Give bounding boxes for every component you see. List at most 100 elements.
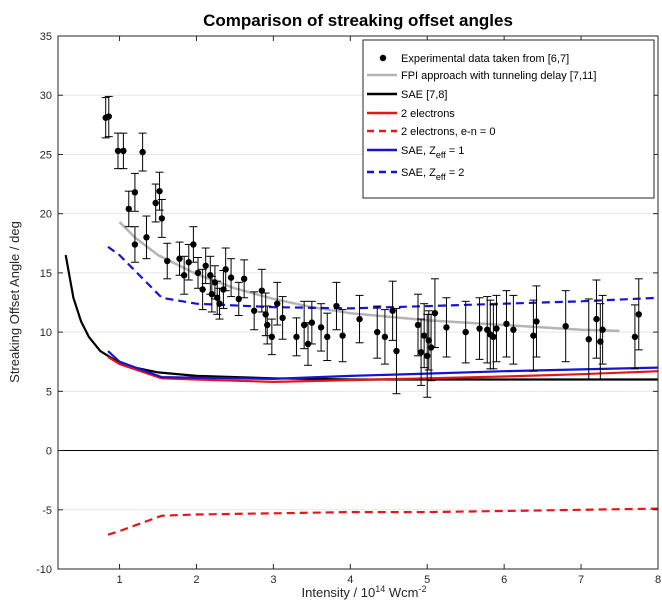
experimental-point xyxy=(138,132,147,172)
legend-label-text: FPI approach with tunneling delay [7,11] xyxy=(401,70,596,82)
data-marker xyxy=(156,187,163,195)
legend-entry-sae_z1: SAE, Zeff = 1 xyxy=(367,145,464,160)
data-marker xyxy=(120,147,127,155)
data-marker xyxy=(443,324,450,331)
data-marker xyxy=(381,333,389,341)
data-marker xyxy=(585,336,592,343)
experimental-point xyxy=(338,309,347,363)
data-marker xyxy=(293,333,300,341)
data-marker xyxy=(180,272,188,279)
data-marker xyxy=(389,307,396,314)
data-marker xyxy=(308,319,316,326)
legend-label-text: 2 electrons xyxy=(401,108,455,120)
experimental-data-layer xyxy=(101,95,643,398)
data-marker xyxy=(250,307,258,314)
experimental-point xyxy=(355,294,364,344)
data-marker xyxy=(222,266,229,273)
experimental-point xyxy=(292,317,301,357)
legend-entry-two_e: 2 electrons xyxy=(367,108,455,120)
experimental-point xyxy=(584,298,593,380)
legend-label: SAE, Zeff = 1 xyxy=(401,145,464,160)
x-tick-label: 7 xyxy=(578,574,584,586)
legend-label-subscript: eff xyxy=(436,150,446,160)
experimental-point xyxy=(201,247,210,285)
experimental-point xyxy=(492,294,501,363)
data-marker xyxy=(164,257,171,265)
legend-label-text: SAE, Z xyxy=(401,167,436,179)
experimental-point xyxy=(227,258,236,298)
experimental-point xyxy=(388,280,397,341)
data-marker xyxy=(503,320,510,328)
data-marker xyxy=(324,333,331,341)
legend-label: FPI approach with tunneling delay [7,11] xyxy=(401,70,596,82)
data-marker xyxy=(484,326,491,333)
plot-frame xyxy=(57,35,659,570)
x-tick-label: 2 xyxy=(193,574,199,586)
legend-label: 2 electrons xyxy=(401,108,455,120)
data-marker xyxy=(194,269,202,277)
data-marker xyxy=(105,113,112,120)
x-tick-label: 3 xyxy=(270,574,276,586)
experimental-point xyxy=(273,281,282,326)
data-marker xyxy=(593,315,600,323)
y-tick-label: 5 xyxy=(46,386,52,398)
experimental-point xyxy=(424,310,433,371)
data-marker xyxy=(139,148,146,156)
legend-box xyxy=(362,39,655,199)
data-marker xyxy=(300,321,308,329)
data-marker xyxy=(462,328,469,336)
x-tick-label: 1 xyxy=(116,574,122,586)
data-marker xyxy=(262,311,269,318)
series-line-two_e xyxy=(107,356,659,383)
experimental-point xyxy=(430,278,439,349)
data-marker xyxy=(510,326,517,333)
legend-label-text: 2 electrons, e-n = 0 xyxy=(401,126,495,138)
x-axis-title-base: Intensity / 10 xyxy=(302,585,376,600)
data-marker xyxy=(258,287,266,294)
experimental-point xyxy=(175,241,184,276)
data-marker xyxy=(274,300,281,307)
data-marker xyxy=(631,333,639,341)
y-tick-label: 0 xyxy=(46,446,52,458)
experimental-point xyxy=(104,95,113,138)
data-marker xyxy=(125,205,132,213)
series-line-sae78 xyxy=(64,254,658,381)
legend-entry-two_e_en0: 2 electrons, e-n = 0 xyxy=(367,126,495,138)
experimental-point xyxy=(561,290,570,363)
legend-label: SAE [7,8] xyxy=(401,89,447,101)
data-marker xyxy=(317,324,325,331)
y-tick-label: -5 xyxy=(42,505,52,517)
data-marker xyxy=(207,272,214,279)
data-marker xyxy=(493,325,500,332)
experimental-point xyxy=(263,305,272,345)
x-tick-label: 4 xyxy=(347,574,353,586)
legend-label-text: SAE, Z xyxy=(401,145,436,157)
data-marker xyxy=(599,326,606,333)
data-marker xyxy=(562,322,569,330)
y-tick-label: 20 xyxy=(40,209,52,221)
legend-label: SAE, Zeff = 2 xyxy=(401,167,464,182)
experimental-point xyxy=(529,299,538,372)
experimental-point xyxy=(442,297,451,358)
x-axis-title-exponent: 14 xyxy=(375,584,385,594)
experimental-point xyxy=(373,305,382,359)
experimental-point xyxy=(130,226,139,263)
experimental-point xyxy=(157,198,166,238)
data-marker xyxy=(143,234,150,241)
series-line-sae_z1 xyxy=(107,350,659,380)
experimental-point xyxy=(142,215,151,260)
x-axis-title-unit: Wcm xyxy=(385,585,418,600)
legend-marker-icon xyxy=(379,54,387,62)
legend-label: Experimental data taken from [6,7] xyxy=(401,53,569,65)
data-marker xyxy=(214,294,221,301)
experimental-point xyxy=(532,285,541,358)
data-marker xyxy=(530,332,537,339)
experimental-point xyxy=(332,281,341,331)
x-tick-label: 5 xyxy=(424,574,430,586)
experimental-point xyxy=(380,309,389,365)
experimental-point xyxy=(323,312,332,362)
data-marker xyxy=(417,349,425,356)
experimental-point xyxy=(307,300,316,345)
data-marker xyxy=(356,315,363,323)
